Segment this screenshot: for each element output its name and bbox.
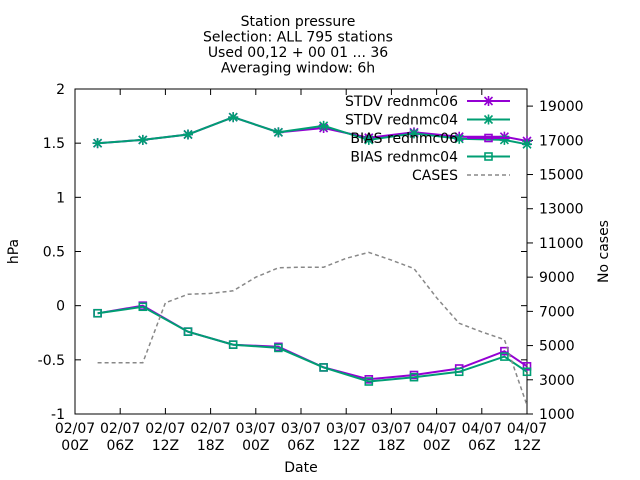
data-point xyxy=(500,352,509,361)
title-line: Used 00,12 + 00 01 ... 36 xyxy=(208,45,388,61)
y-tick-label: 1 xyxy=(56,190,65,206)
series-stdv-rednmc06 xyxy=(92,112,532,149)
data-point xyxy=(273,127,284,138)
legend-marker xyxy=(483,114,494,125)
x-axis-label: Date xyxy=(284,460,317,476)
y-axis-label: hPa xyxy=(6,239,22,264)
x-tick-label: 02/07 xyxy=(100,421,140,437)
legend-marker xyxy=(484,133,493,143)
x-tick-label: 06Z xyxy=(106,438,133,454)
y2-tick-label: 1000 xyxy=(539,407,575,423)
x-tick-label: 06Z xyxy=(468,438,495,454)
data-point xyxy=(274,343,283,353)
data-point xyxy=(500,346,509,356)
legend-label: CASES xyxy=(412,168,458,184)
y2-axis-label: No cases xyxy=(596,220,612,283)
x-tick-label: 00Z xyxy=(242,438,269,454)
x-tick-label: 18Z xyxy=(197,438,224,454)
y-tick-label: 0 xyxy=(56,299,65,315)
data-point xyxy=(137,134,148,145)
series-line xyxy=(97,305,528,383)
series-bias-rednmc04 xyxy=(93,302,532,386)
y2-tick-label: 15000 xyxy=(539,168,584,184)
data-point xyxy=(522,367,532,377)
y2-tick-label: 5000 xyxy=(539,339,575,355)
x-tick-label: 12Z xyxy=(152,438,179,454)
y-tick-label: -1 xyxy=(51,407,65,423)
y-tick-label: 1.5 xyxy=(43,136,65,152)
data-point xyxy=(409,372,419,382)
legend-marker xyxy=(484,152,493,161)
x-tick-label: 04/07 xyxy=(507,421,547,437)
legend-label: BIAS rednmc04 xyxy=(350,150,458,166)
y2-tick-label: 17000 xyxy=(539,133,584,149)
x-tick-label: 02/07 xyxy=(55,421,95,437)
data-point xyxy=(228,112,239,123)
data-point xyxy=(318,120,329,131)
x-tick-label: 03/07 xyxy=(371,421,411,437)
y2-tick-label: 3000 xyxy=(539,373,575,389)
x-axis-ticks: 02/0700Z02/0706Z02/0712Z02/0718Z03/0700Z… xyxy=(55,89,547,454)
y2-tick-label: 11000 xyxy=(539,236,584,252)
data-point xyxy=(319,363,328,372)
data-point xyxy=(138,302,148,312)
data-point xyxy=(454,367,464,377)
data-point xyxy=(522,362,532,371)
data-point xyxy=(363,134,374,145)
data-point xyxy=(409,128,419,139)
series-group xyxy=(92,112,532,406)
data-point xyxy=(522,139,532,150)
x-tick-label: 03/07 xyxy=(326,421,366,437)
y2-tick-label: 19000 xyxy=(539,99,584,115)
x-tick-label: 00Z xyxy=(61,438,88,454)
legend-label: STDV rednmc06 xyxy=(345,94,458,110)
series-line xyxy=(97,251,528,406)
y2-tick-label: 7000 xyxy=(539,304,575,320)
x-tick-label: 03/07 xyxy=(281,421,321,437)
y-axis-ticks: 2 1.5 1 0.5 0 -0.5 -1 xyxy=(38,82,527,423)
legend-label: STDV rednmc04 xyxy=(345,113,458,129)
x-tick-label: 18Z xyxy=(378,438,405,454)
data-point xyxy=(92,138,103,149)
x-tick-label: 12Z xyxy=(513,438,540,454)
series-cases xyxy=(97,251,528,406)
data-point xyxy=(228,340,238,349)
y-tick-label: 0.5 xyxy=(43,245,65,261)
x-tick-label: 06Z xyxy=(287,438,314,454)
x-tick-label: 03/07 xyxy=(236,421,276,437)
data-point xyxy=(93,308,102,318)
x-tick-label: 02/07 xyxy=(190,421,230,437)
legend-marker xyxy=(483,96,494,106)
y2-tick-label: 13000 xyxy=(539,202,584,218)
data-point xyxy=(183,129,193,140)
x-tick-label: 00Z xyxy=(423,438,450,454)
y-tick-label: 2 xyxy=(56,82,65,98)
x-tick-label: 02/07 xyxy=(145,421,185,437)
y2-tick-label: 9000 xyxy=(539,270,575,286)
title-line: Station pressure xyxy=(241,14,356,30)
title-line: Selection: ALL 795 stations xyxy=(203,30,393,46)
data-point xyxy=(183,327,193,336)
y-tick-label: -0.5 xyxy=(38,353,65,369)
x-tick-label: 04/07 xyxy=(416,421,456,437)
title-line: Averaging window: 6h xyxy=(221,61,375,77)
data-point xyxy=(364,377,374,386)
legend: STDV rednmc06 STDV rednmc04 BIAS rednmc06 B… xyxy=(345,94,510,184)
x-tick-label: 04/07 xyxy=(462,421,502,437)
y2-axis-ticks: 19000 17000 15000 13000 11000 9000 7000 5000 300… xyxy=(527,99,584,423)
data-point xyxy=(454,133,465,144)
x-tick-label: 12Z xyxy=(332,438,359,454)
series-stdv-rednmc04 xyxy=(92,112,532,150)
data-point xyxy=(499,134,510,145)
legend-label: BIAS rednmc06 xyxy=(350,131,458,147)
